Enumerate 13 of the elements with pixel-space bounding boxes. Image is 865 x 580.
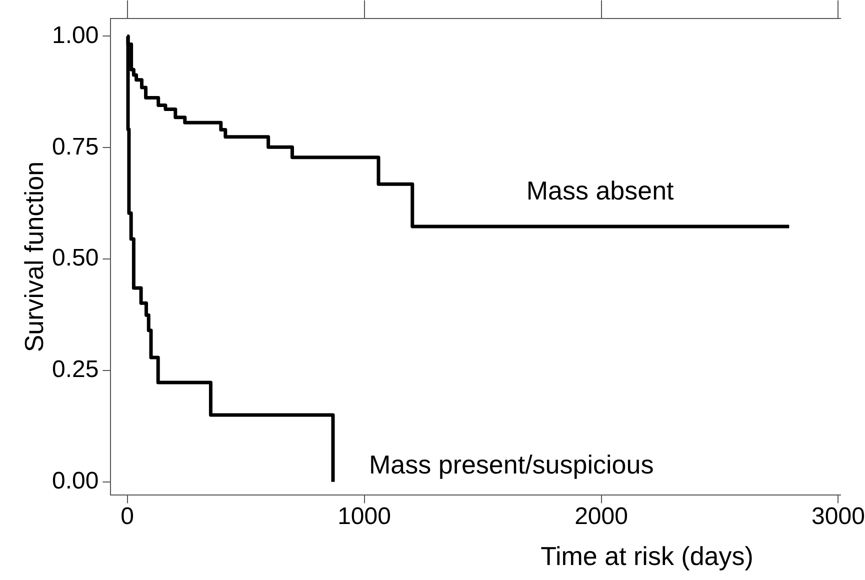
x-tick-label: 2000	[574, 503, 628, 530]
x-tick-label: 0	[120, 503, 134, 530]
x-tick-label: 1000	[338, 503, 391, 530]
y-tick-label: 0.75	[52, 133, 99, 160]
y-axis-title: Survival function	[19, 161, 50, 352]
series-label: Mass present/suspicious	[369, 449, 654, 480]
y-tick-label: 1.00	[52, 22, 99, 49]
y-tick-label: 0.25	[52, 356, 99, 384]
y-tick-label: 0.00	[52, 467, 99, 494]
x-axis-title: Time at risk (days)	[540, 541, 754, 572]
series-label: Mass absent	[526, 175, 675, 206]
y-tick-label: 0.50	[52, 244, 99, 272]
x-tick-label: 3000	[812, 503, 865, 530]
